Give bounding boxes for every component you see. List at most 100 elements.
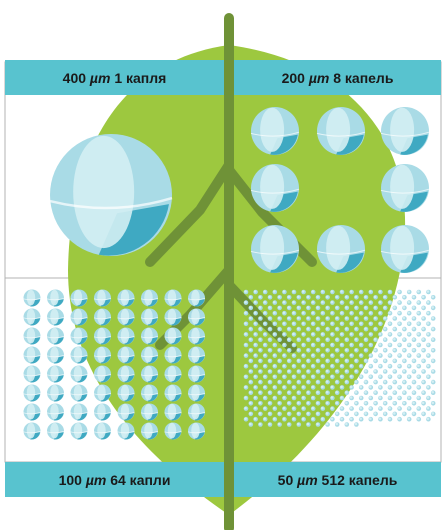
droplet (416, 321, 422, 327)
droplet (272, 353, 278, 358)
droplet (267, 379, 273, 385)
droplet (397, 342, 402, 348)
droplet (296, 326, 302, 332)
droplet (46, 403, 65, 421)
droplet (368, 321, 374, 327)
droplet (117, 422, 135, 440)
droplet (70, 289, 88, 307)
droplet (334, 401, 340, 406)
droplet (382, 369, 388, 374)
droplet (316, 107, 366, 155)
droplet (416, 289, 422, 295)
droplet (301, 374, 306, 380)
droplet (253, 363, 258, 369)
droplet (272, 385, 278, 390)
droplet (282, 353, 287, 358)
droplet (253, 353, 258, 358)
droplet (387, 406, 393, 411)
droplet (306, 390, 311, 396)
droplet (382, 348, 388, 353)
droplet (363, 316, 369, 321)
droplet (320, 395, 326, 401)
droplet (397, 310, 402, 316)
droplet (286, 295, 292, 300)
droplet (416, 385, 422, 390)
droplet (363, 337, 369, 343)
droplet (411, 348, 417, 353)
droplet (382, 358, 388, 364)
droplet (291, 289, 297, 295)
droplet (402, 411, 407, 417)
droplet (258, 305, 263, 311)
droplet (406, 300, 412, 305)
droplet (421, 348, 426, 353)
droplet (282, 416, 287, 422)
droplet (416, 310, 422, 316)
droplet (349, 289, 354, 295)
droplet (243, 289, 249, 295)
droplet (248, 369, 254, 374)
droplet (262, 406, 268, 411)
droplet (397, 374, 402, 380)
droplet (291, 332, 297, 337)
droplet (392, 295, 398, 300)
droplet (310, 363, 316, 369)
droplet (267, 316, 273, 321)
droplet (354, 401, 359, 406)
droplet (282, 321, 287, 327)
droplet (387, 416, 393, 422)
droplet (187, 422, 206, 440)
droplet (358, 395, 364, 401)
droplet (358, 300, 364, 305)
droplet (262, 342, 268, 348)
droplet (380, 107, 430, 155)
droplet (320, 385, 326, 390)
droplet (253, 332, 258, 337)
droplet (397, 300, 402, 305)
droplet (392, 326, 398, 332)
droplet (291, 395, 297, 401)
droplet (373, 326, 378, 332)
droplet (416, 353, 422, 358)
droplet (277, 348, 282, 353)
droplet (46, 289, 65, 307)
droplet (250, 107, 300, 155)
droplet (421, 379, 426, 385)
droplet (416, 406, 422, 411)
droplet (411, 358, 417, 364)
droplet (402, 316, 407, 321)
droplet (262, 353, 268, 358)
droplet (248, 358, 254, 364)
droplet (306, 326, 311, 332)
droplet (402, 401, 407, 406)
droplet (117, 365, 135, 383)
droplet (378, 310, 383, 316)
droplet (301, 416, 306, 422)
droplet (320, 342, 326, 348)
droplet (426, 310, 431, 316)
droplet (344, 390, 350, 396)
droplet (358, 374, 364, 380)
droplet (262, 416, 268, 422)
label-200um-size: 200 (281, 69, 305, 86)
droplet (310, 395, 316, 401)
droplet (243, 363, 249, 369)
droplet (354, 422, 359, 427)
droplet (330, 310, 335, 316)
droplet (373, 390, 378, 396)
droplet (406, 332, 412, 337)
droplet (187, 403, 206, 421)
droplet (368, 342, 374, 348)
droplet (286, 422, 292, 427)
droplet (368, 416, 374, 422)
droplet (330, 374, 335, 380)
droplet (392, 348, 398, 353)
droplet (187, 365, 206, 383)
droplet (363, 369, 369, 374)
droplet (277, 326, 282, 332)
droplet (354, 348, 359, 353)
droplet (301, 395, 306, 401)
droplet (253, 342, 258, 348)
droplet (325, 390, 330, 396)
